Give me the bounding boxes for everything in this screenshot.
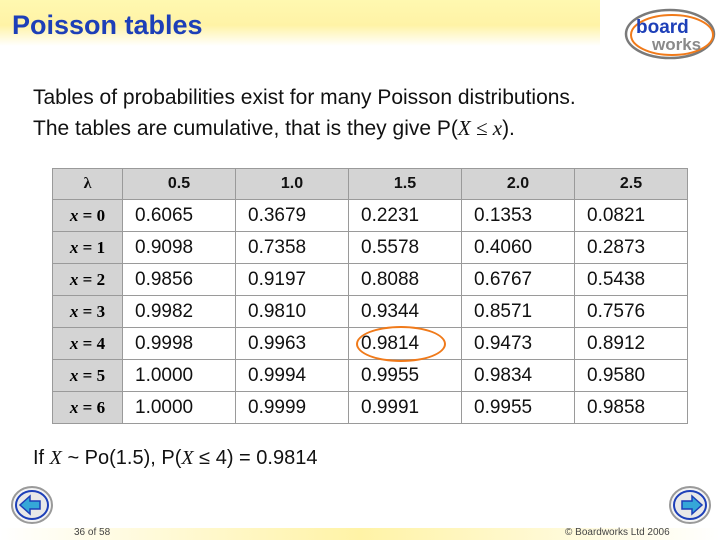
row-header: x = 4 [52,327,123,360]
row-var: x [69,333,79,353]
col-header: 1.0 [235,168,349,200]
table-cell: 0.0821 [574,199,688,232]
table-cell: 0.9473 [461,327,575,360]
row-label: = 4 [78,333,106,353]
row-header: x = 2 [52,263,123,296]
concl-part: ≤ 4) = 0.9814 [193,447,318,469]
table-cell: 0.9998 [122,327,236,360]
concl-part: If [33,447,50,469]
table-row: x = 5 1.0000 0.9994 0.9955 0.9834 0.9580 [52,359,688,392]
table-cell: 0.9834 [461,359,575,392]
table-cell: 0.7358 [235,231,349,264]
row-var: x [69,301,79,321]
row-label: = 6 [78,397,106,417]
table-cell: 0.6767 [461,263,575,296]
col-header: 2.5 [574,168,688,200]
table-row: x = 0 0.6065 0.3679 0.2231 0.1353 0.0821 [52,199,688,232]
table-cell: 0.9098 [122,231,236,264]
table-cell: 0.7576 [574,295,688,328]
table-cell: 0.9858 [574,391,688,424]
table-cell: 0.9856 [122,263,236,296]
row-label: = 3 [78,301,106,321]
footer-bar [0,528,720,540]
table-cell: 0.9197 [235,263,349,296]
table-cell: 0.8571 [461,295,575,328]
table-cell: 0.5438 [574,263,688,296]
row-header: x = 1 [52,231,123,264]
concl-var-X: X [181,447,194,469]
table-cell: 0.9810 [235,295,349,328]
intro-leq: ≤ [470,116,493,140]
col-header: 0.5 [122,168,236,200]
table-cell: 0.6065 [122,199,236,232]
boardworks-logo: board works [624,8,716,60]
table-cell: 0.9955 [461,391,575,424]
copyright: © Boardworks Ltd 2006 [565,527,670,538]
logo-text-works: works [651,35,701,54]
table-row: x = 1 0.9098 0.7358 0.5578 0.4060 0.2873 [52,231,688,264]
table-cell: 0.2231 [348,199,462,232]
table-cell: 0.9963 [235,327,349,360]
intro-var-X: X [457,116,471,140]
row-label: = 0 [78,205,106,225]
table-row: x = 2 0.9856 0.9197 0.8088 0.6767 0.5438 [52,263,688,296]
row-var: x [69,237,79,257]
row-header: x = 3 [52,295,123,328]
page-number: 36 of 58 [74,527,111,538]
logo-text-board: board [636,17,689,38]
conclusion-text: If X ~ Po(1.5), P(X ≤ 4) = 0.9814 [33,447,317,470]
table-cell: 0.9580 [574,359,688,392]
table-cell: 0.9991 [348,391,462,424]
row-var: x [69,397,79,417]
row-header: x = 5 [52,359,123,392]
table-cell: 0.4060 [461,231,575,264]
next-slide-button[interactable] [668,484,712,526]
intro-line-2: The tables are cumulative, that is they … [33,113,576,144]
row-var: x [69,269,79,289]
intro-text: Tables of probabilities exist for many P… [33,82,576,144]
table-cell: 0.9999 [235,391,349,424]
table-cell: 1.0000 [122,359,236,392]
arrow-left-icon [18,494,41,516]
table-cell: 0.3679 [235,199,349,232]
intro-line-2-end: ). [502,117,515,140]
row-label: = 2 [78,269,106,289]
row-header: x = 6 [52,391,123,424]
page-title: Poisson tables [12,10,203,40]
table-cell: 0.8088 [348,263,462,296]
row-var: x [69,365,79,385]
lambda-header: λ [52,168,123,200]
table-row: x = 3 0.9982 0.9810 0.9344 0.8571 0.7576 [52,295,688,328]
intro-line-2-text: The tables are cumulative, that is they … [33,117,458,140]
table-cell: 0.5578 [348,231,462,264]
concl-part: ~ Po(1.5), P( [61,447,182,469]
title-bar [0,0,600,46]
row-header: x = 0 [52,199,123,232]
table-cell: 0.1353 [461,199,575,232]
table-cell: 0.8912 [574,327,688,360]
highlight-circle [356,326,446,362]
row-label: = 1 [78,237,106,257]
intro-var-x: x [492,116,503,140]
table-row: x = 6 1.0000 0.9999 0.9991 0.9955 0.9858 [52,391,688,424]
col-header: 1.5 [348,168,462,200]
table-cell: 1.0000 [122,391,236,424]
row-var: x [69,205,79,225]
previous-slide-button[interactable] [10,484,54,526]
col-header: 2.0 [461,168,575,200]
table-cell: 0.9955 [348,359,462,392]
concl-var-X: X [49,447,62,469]
table-cell: 0.9994 [235,359,349,392]
table-cell: 0.9982 [122,295,236,328]
intro-line-1: Tables of probabilities exist for many P… [33,86,576,109]
table-cell: 0.2873 [574,231,688,264]
row-label: = 5 [78,365,106,385]
poisson-table: λ 0.5 1.0 1.5 2.0 2.5 x = 0 0.6065 0.367… [52,168,688,424]
table-header-row: λ 0.5 1.0 1.5 2.0 2.5 [52,168,688,200]
table-cell: 0.9344 [348,295,462,328]
arrow-right-icon [681,494,704,516]
